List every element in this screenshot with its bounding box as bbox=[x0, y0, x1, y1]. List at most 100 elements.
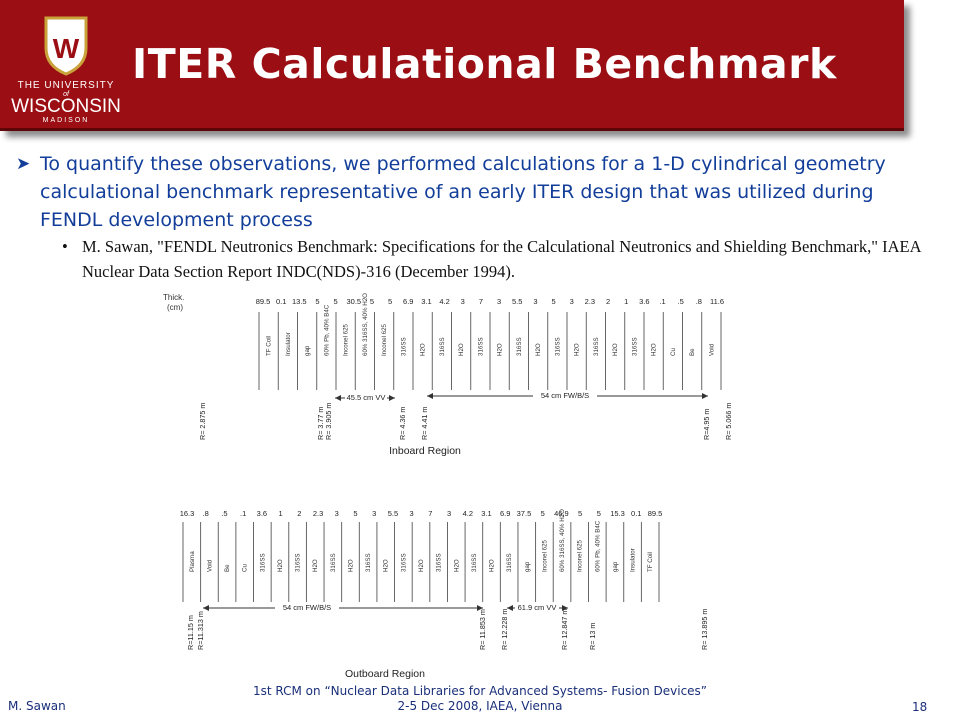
outboard-thickness-value: 7 bbox=[428, 509, 432, 518]
inboard-thickness-value: 5 bbox=[315, 297, 319, 306]
inboard-radius-label: R= 4.36 m bbox=[398, 407, 407, 440]
inboard-material-label: gap bbox=[304, 345, 311, 356]
outboard-layer-lines bbox=[182, 522, 660, 602]
inboard-thickness-value: 3 bbox=[497, 297, 501, 306]
inboard-material-label: Insulator bbox=[285, 332, 292, 356]
outboard-vv-arrow: 61.9 cm VV bbox=[507, 602, 568, 612]
outboard-thickness-value: 37.5 bbox=[517, 509, 532, 518]
outboard-material-label: 316SS bbox=[259, 553, 266, 572]
inboard-material-label: Cu bbox=[670, 348, 677, 356]
outboard-thickness-value: .5 bbox=[221, 509, 227, 518]
inboard-thickness-value: .1 bbox=[659, 297, 665, 306]
inboard-thickness-value: 7 bbox=[479, 297, 483, 306]
sub-bullet: • M. Sawan, "FENDL Neutronics Benchmark:… bbox=[62, 234, 922, 284]
inboard-thickness-value: 11.6 bbox=[710, 297, 724, 306]
inboard-layer-lines bbox=[258, 312, 722, 390]
main-bullet-text: To quantify these observations, we perfo… bbox=[40, 153, 886, 231]
inboard-material-label: 316SS bbox=[593, 337, 600, 356]
thick-label: Thick. bbox=[163, 293, 184, 302]
inboard-material-label: H2O bbox=[420, 343, 427, 356]
outboard-material-label: 60% 316SS, 40% H2O bbox=[559, 509, 566, 572]
outboard-material-label: Cu bbox=[242, 564, 249, 572]
outboard-material-label: 316SS bbox=[506, 553, 513, 572]
outboard-fw-arrow: 54 cm FW/B/S bbox=[203, 602, 483, 612]
inboard-thickness-value: 30.5 bbox=[346, 297, 361, 306]
benchmark-geometry-figure: Thick. (cm) 89.5 0.1 13.5 5 5 30.5 5 5 6.9 3.1 4.2… bbox=[163, 293, 733, 680]
inboard-thickness-value: 3 bbox=[461, 297, 465, 306]
inboard-thickness-value: 2.3 bbox=[585, 297, 595, 306]
outboard-radius-label: R= 13.895 m bbox=[700, 609, 709, 650]
outboard-radius-label: R= 13 m bbox=[588, 623, 597, 650]
outboard-material-label: 316SS bbox=[295, 553, 302, 572]
inboard-material-label: H2O bbox=[497, 343, 504, 356]
dot-bullet-icon: • bbox=[62, 237, 68, 256]
outboard-material-label: Inconel 625 bbox=[577, 539, 584, 572]
inboard-radius-label: R= 2.875 m bbox=[198, 403, 207, 440]
inboard-material-label: 316SS bbox=[631, 337, 638, 356]
inboard-region-label: Inboard Region bbox=[389, 445, 461, 457]
outboard-material-label: Insulator bbox=[630, 548, 637, 572]
outboard-material-label: gap bbox=[612, 561, 619, 572]
inboard-material-label: H2O bbox=[458, 343, 465, 356]
page-title: ITER Calculational Benchmark bbox=[132, 40, 837, 88]
inboard-material-label: H2O bbox=[535, 343, 542, 356]
outboard-material-label: H2O bbox=[277, 559, 284, 572]
logo-line-3: WISCONSIN bbox=[11, 96, 121, 117]
inboard-thickness-value: 5 bbox=[370, 297, 374, 306]
inboard-material-label: H2O bbox=[612, 343, 619, 356]
inboard-thickness-row: 89.5 0.1 13.5 5 5 30.5 5 5 6.9 3.1 4.2 3 7 3 5.5 3 5 3 2.3… bbox=[256, 297, 724, 306]
inboard-thickness-value: 5.5 bbox=[512, 297, 522, 306]
footer-conference: 1st RCM on “Nuclear Data Libraries for A… bbox=[200, 684, 760, 714]
outboard-material-label: Plasma bbox=[189, 551, 196, 572]
page-number: 18 bbox=[912, 700, 928, 714]
inboard-thickness-value: 3 bbox=[533, 297, 537, 306]
title-bar: W THE UNIVERSITY of WISCONSIN MADISON IT… bbox=[0, 0, 904, 131]
inboard-thickness-value: 3.6 bbox=[639, 297, 649, 306]
crest-letter: W bbox=[53, 33, 80, 64]
outboard-thickness-value: 2 bbox=[297, 509, 301, 518]
outboard-material-label: H2O bbox=[489, 559, 496, 572]
outboard-material-label: H2O bbox=[383, 559, 390, 572]
logo-line-2: of bbox=[63, 91, 70, 98]
outboard-radius-label: R= 12.228 m bbox=[500, 609, 509, 650]
outboard-material-label: 316SS bbox=[400, 553, 407, 572]
outboard-thickness-value: 15.3 bbox=[610, 509, 625, 518]
inboard-vv-arrow: 45.5 cm VV bbox=[335, 392, 395, 402]
arrow-bullet-icon: ➤ bbox=[16, 154, 31, 174]
inboard-material-label: Void bbox=[708, 343, 715, 356]
logo-line-1: THE UNIVERSITY bbox=[18, 80, 115, 91]
inboard-thickness-value: 6.9 bbox=[403, 297, 413, 306]
outboard-material-label: H2O bbox=[347, 559, 354, 572]
outboard-thickness-value: 4.2 bbox=[463, 509, 473, 518]
outboard-material-label: Void bbox=[206, 559, 213, 572]
outboard-region-label: Outboard Region bbox=[345, 668, 425, 680]
inboard-thickness-value: 5 bbox=[388, 297, 392, 306]
outboard-thickness-value: 0.1 bbox=[631, 509, 641, 518]
inboard-material-label: 316SS bbox=[516, 337, 523, 356]
inboard-material-label: H2O bbox=[651, 343, 658, 356]
footer-conference-line-2: 2-5 Dec 2008, IAEA, Vienna bbox=[397, 699, 563, 713]
inboard-thickness-value: 0.1 bbox=[276, 297, 286, 306]
outboard-thickness-value: 5 bbox=[353, 509, 357, 518]
inboard-material-label: 316SS bbox=[400, 337, 407, 356]
outboard-thickness-value: 3.6 bbox=[257, 509, 267, 518]
inboard-radius-label: R= 3.905 m bbox=[324, 403, 333, 440]
inboard-radius-labels: R= 2.875 m R= 3.77 m R= 3.905 m R= 4.36 m R=… bbox=[198, 403, 733, 440]
inboard-material-label: 316SS bbox=[554, 337, 561, 356]
outboard-thickness-value: 3 bbox=[410, 509, 414, 518]
outboard-material-label: Be bbox=[224, 564, 231, 572]
outboard-vv-label: 61.9 cm VV bbox=[518, 603, 557, 612]
inboard-thickness-value: 5 bbox=[551, 297, 555, 306]
footer-author: M. Sawan bbox=[8, 699, 66, 713]
inboard-thickness-value: 5 bbox=[334, 297, 338, 306]
outboard-radius-labels: R=11.15 m R=11.313 m R= 11.853 m R= 12.228 … bbox=[186, 609, 709, 650]
inboard-thickness-value: 3.1 bbox=[421, 297, 431, 306]
inboard-radius-label: R= 5.066 m bbox=[724, 403, 733, 440]
outboard-radius-label: R= 12.847 m bbox=[560, 609, 569, 650]
inboard-diagram: Thick. (cm) 89.5 0.1 13.5 5 5 30.5 5 5 6.9 3.1 4.2… bbox=[163, 293, 733, 457]
inboard-thickness-value: 3 bbox=[570, 297, 574, 306]
outboard-radius-label: R= 11.853 m bbox=[478, 609, 487, 650]
inboard-material-label: 60% Pb, 40% B4C bbox=[323, 304, 330, 356]
inboard-radius-label: R= 4.41 m bbox=[420, 407, 429, 440]
outboard-thickness-value: 3.1 bbox=[481, 509, 491, 518]
